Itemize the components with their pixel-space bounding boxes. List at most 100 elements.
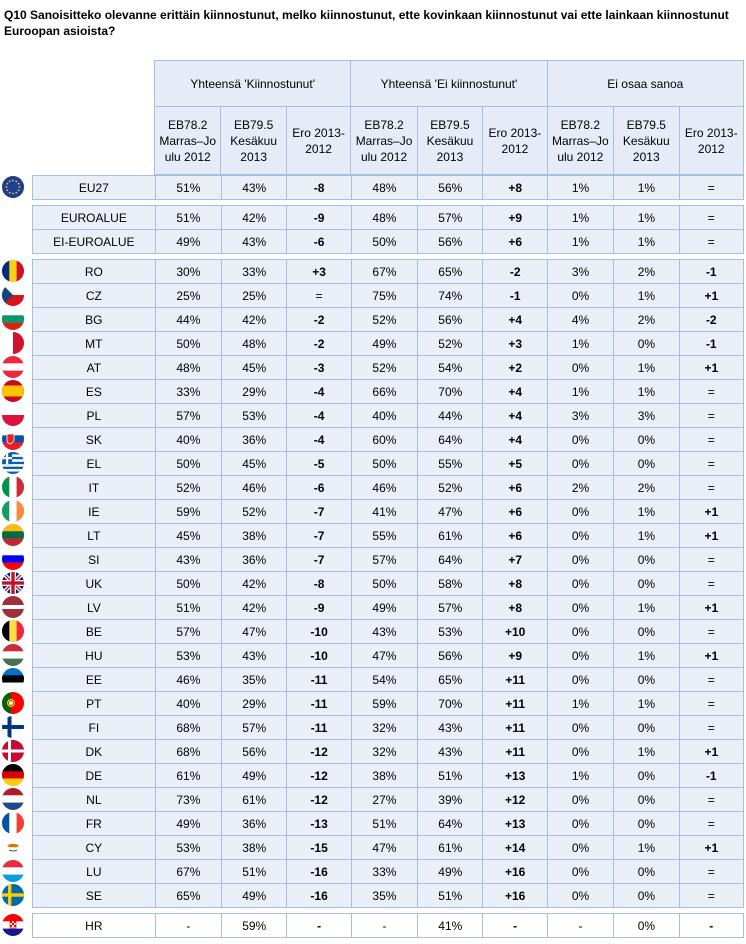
value-cell: 43%	[221, 175, 288, 200]
diff-cell: +8	[482, 595, 548, 620]
value-cell: 53%	[417, 619, 484, 644]
value-cell: 0%	[546, 427, 615, 452]
value-cell: 35%	[221, 667, 288, 692]
value-cell: 42%	[221, 205, 288, 230]
value-cell: 74%	[417, 283, 484, 308]
hu-flag	[2, 644, 24, 666]
value-cell: 0%	[613, 667, 680, 692]
table-row: AT 48% 45% -3 52% 54% +2 0% 1% +1	[32, 355, 745, 380]
diff-cell: +1	[678, 835, 745, 860]
value-cell: 53%	[221, 403, 288, 428]
diff-cell: =	[678, 787, 745, 812]
lv-flag	[2, 596, 24, 618]
diff-cell: -	[482, 913, 548, 938]
diff-cell: +3	[286, 259, 352, 284]
nl-flag	[2, 788, 24, 810]
pl-flag	[2, 404, 24, 426]
fi-flag	[2, 716, 24, 738]
table-row: LT 45% 38% -7 55% 61% +6 0% 1% +1	[32, 523, 745, 548]
diff-cell: -6	[286, 229, 352, 254]
row-label: EE	[32, 667, 156, 692]
row-label: SI	[32, 547, 156, 572]
diff-cell: -	[286, 913, 352, 938]
value-cell: 45%	[221, 451, 288, 476]
value-cell: 33%	[350, 859, 419, 884]
value-cell: 1%	[613, 229, 680, 254]
diff-cell: -8	[286, 571, 352, 596]
value-cell: 60%	[350, 427, 419, 452]
value-cell: 53%	[154, 643, 223, 668]
diff-cell: +5	[482, 451, 548, 476]
value-cell: 0%	[546, 787, 615, 812]
mt-flag	[2, 332, 24, 354]
table-row: BE 57% 47% -10 43% 53% +10 0% 0% =	[32, 619, 745, 644]
value-cell: 0%	[613, 571, 680, 596]
value-cell: 59%	[221, 913, 288, 938]
value-cell: 49%	[417, 859, 484, 884]
value-cell: 4%	[546, 307, 615, 332]
table-row: UK 50% 42% -8 50% 58% +8 0% 0% =	[32, 571, 745, 596]
table-row: SK 40% 36% -4 60% 64% +4 0% 0% =	[32, 427, 745, 452]
uk-flag	[2, 572, 24, 594]
value-cell: 49%	[154, 811, 223, 836]
value-cell: 52%	[221, 499, 288, 524]
value-cell: 55%	[417, 451, 484, 476]
value-cell: 1%	[613, 739, 680, 764]
row-label: CY	[32, 835, 156, 860]
diff-cell: -2	[286, 331, 352, 356]
diff-cell: -7	[286, 547, 352, 572]
value-cell: 1%	[613, 499, 680, 524]
diff-cell: -12	[286, 787, 352, 812]
ie-flag	[2, 500, 24, 522]
value-cell: 36%	[221, 811, 288, 836]
diff-cell: -1	[678, 331, 745, 356]
value-cell: 51%	[154, 595, 223, 620]
cz-flag	[2, 284, 24, 306]
value-cell: 1%	[546, 379, 615, 404]
value-cell: 45%	[221, 355, 288, 380]
eu-flag	[2, 176, 24, 198]
group-header-interested: Yhteensä 'Kiinnostunut'	[153, 60, 352, 107]
value-cell: 2%	[613, 307, 680, 332]
pt-flag	[2, 692, 24, 714]
value-cell: 3%	[613, 403, 680, 428]
diff-cell: +9	[482, 643, 548, 668]
subheader-7: EB79.5 Kesäkuu 2013	[613, 106, 680, 175]
value-cell: 1%	[613, 355, 680, 380]
row-label: LT	[32, 523, 156, 548]
diff-cell: =	[678, 811, 745, 836]
diff-cell: =	[678, 451, 745, 476]
value-cell: 56%	[221, 739, 288, 764]
value-cell: 0%	[613, 859, 680, 884]
diff-cell: -2	[286, 307, 352, 332]
value-cell: 70%	[417, 379, 484, 404]
value-cell: 75%	[350, 283, 419, 308]
value-cell: 65%	[417, 259, 484, 284]
value-cell: 0%	[546, 835, 615, 860]
value-cell: 0%	[546, 859, 615, 884]
row-label: HU	[32, 643, 156, 668]
row-label: MT	[32, 331, 156, 356]
diff-cell: +4	[482, 427, 548, 452]
diff-cell: -4	[286, 379, 352, 404]
value-cell: 1%	[546, 205, 615, 230]
subheader-8: Ero 2013-2012	[678, 106, 744, 175]
table-row: FI 68% 57% -11 32% 43% +11 0% 0% =	[32, 715, 745, 740]
row-label: EU27	[32, 175, 156, 200]
value-cell: 33%	[154, 379, 223, 404]
row-label: DK	[32, 739, 156, 764]
diff-cell: +6	[482, 523, 548, 548]
row-label: UK	[32, 571, 156, 596]
at-flag	[2, 356, 24, 378]
value-cell: 40%	[350, 403, 419, 428]
value-cell: 1%	[613, 595, 680, 620]
table-header: Yhteensä 'Kiinnostunut' Yhteensä 'Ei kii…	[153, 60, 745, 175]
value-cell: 0%	[613, 715, 680, 740]
diff-cell: =	[678, 571, 745, 596]
value-cell: 53%	[154, 835, 223, 860]
diff-cell: -11	[286, 691, 352, 716]
value-cell: 3%	[546, 259, 615, 284]
diff-cell: +8	[482, 175, 548, 200]
value-cell: 0%	[546, 595, 615, 620]
value-cell: 1%	[613, 835, 680, 860]
